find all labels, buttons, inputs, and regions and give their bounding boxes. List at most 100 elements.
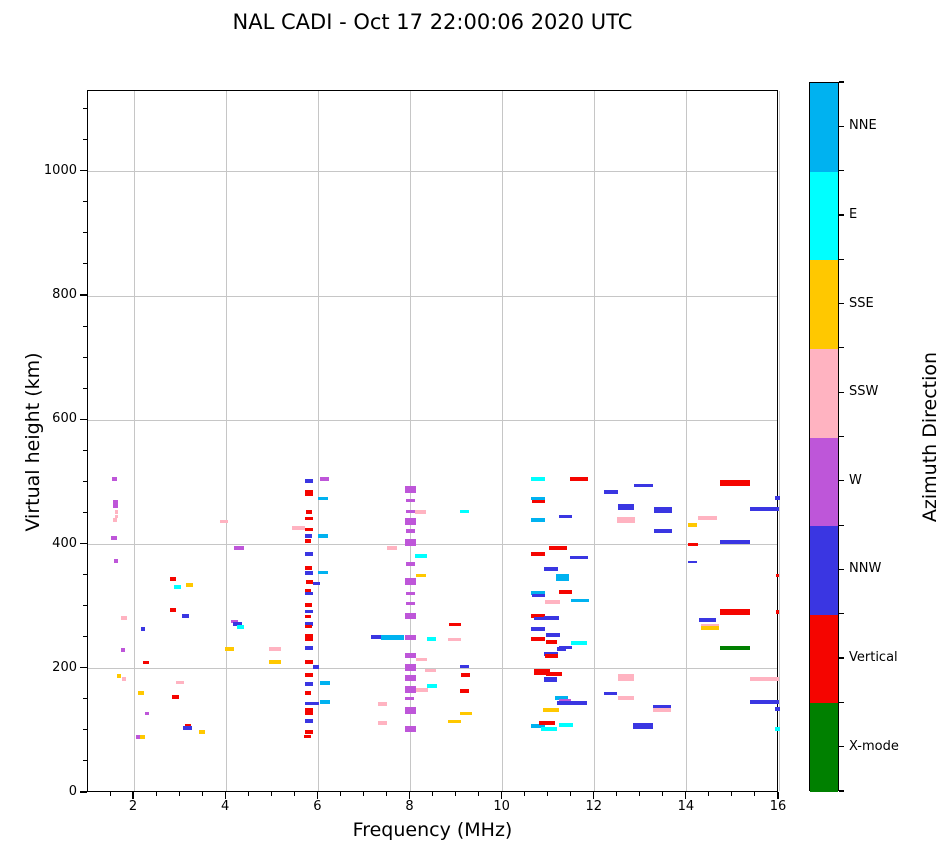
colorbar-tick (839, 657, 844, 659)
colorbar-boundary-tick (839, 81, 844, 83)
echo-point (319, 476, 329, 481)
colorbar-tick (839, 480, 844, 482)
y-tick (80, 170, 87, 172)
echo-point (182, 614, 190, 618)
x-minor-tick (731, 792, 733, 796)
colorbar-segment-ssw (810, 348, 838, 438)
echo-point (405, 706, 416, 714)
echo-point (318, 533, 328, 538)
echo-point (544, 599, 560, 604)
echo-point (545, 640, 558, 644)
echo-point (306, 510, 313, 515)
y-tick (80, 294, 87, 296)
echo-point (304, 533, 312, 538)
echo-point (698, 515, 717, 520)
echo-point (305, 691, 312, 695)
echo-point (183, 725, 192, 730)
echo-point (652, 707, 672, 712)
y-axis-label: Virtual height (km) (22, 352, 44, 532)
echo-point (305, 614, 312, 619)
echo-point (604, 692, 617, 695)
echo-point (415, 688, 429, 692)
echo-point (120, 648, 126, 652)
y-tick (80, 542, 87, 545)
y-minor-tick (83, 263, 87, 265)
echo-point (219, 519, 229, 524)
echo-point (533, 616, 548, 621)
echo-point (386, 546, 398, 551)
echo-point (303, 734, 311, 739)
echo-point (305, 591, 314, 596)
colorbar-segment-nne (810, 83, 838, 172)
x-tick-label: 4 (221, 799, 230, 814)
echo-point (633, 483, 654, 488)
echo-point (116, 674, 122, 679)
echo-point (775, 573, 780, 578)
echo-point (405, 539, 416, 547)
y-tick-label: 800 (52, 287, 77, 302)
echo-point (291, 526, 306, 531)
echo-point (531, 477, 545, 482)
echo-point (531, 496, 545, 501)
echo-point (232, 622, 242, 626)
echo-point (305, 609, 314, 614)
echo-point (405, 509, 416, 514)
y-minor-tick (83, 760, 87, 762)
y-tick-label: 1000 (43, 162, 77, 178)
echo-point (305, 708, 314, 716)
echo-point (378, 720, 388, 725)
x-axis-label: Frequency (MHz) (352, 819, 513, 841)
echo-point (371, 635, 381, 639)
echo-point (320, 681, 331, 685)
echo-point (170, 607, 176, 612)
y-tick (80, 791, 87, 793)
colorbar-boundary-tick (839, 347, 844, 349)
x-minor-tick (247, 792, 249, 796)
echo-point (533, 668, 550, 675)
echo-point (653, 507, 673, 514)
x-minor-tick (570, 792, 572, 796)
x-tick (501, 792, 503, 799)
x-minor-tick (339, 792, 341, 796)
echo-point (121, 615, 127, 620)
echo-point (114, 514, 119, 519)
echo-point (405, 601, 416, 606)
echo-point (448, 637, 461, 642)
colorbar-tick (839, 302, 844, 305)
echo-point (305, 571, 314, 575)
x-minor-tick (293, 792, 295, 796)
echo-point (556, 574, 569, 581)
echo-point (405, 675, 416, 681)
x-tick (685, 792, 687, 799)
echo-point (135, 735, 141, 739)
echo-point (320, 699, 331, 704)
echo-point (687, 560, 697, 564)
y-minor-tick (83, 325, 87, 327)
x-tick-label: 10 (493, 799, 510, 814)
echo-point (305, 646, 314, 651)
echo-point (405, 591, 416, 596)
colorbar-label-nne: NNE (849, 118, 877, 134)
y-minor-tick (83, 574, 87, 576)
echo-point (304, 566, 312, 570)
y-tick (80, 418, 87, 420)
x-minor-tick (547, 792, 549, 796)
y-tick (80, 667, 87, 669)
echo-point (531, 614, 545, 618)
echo-point (305, 527, 314, 532)
echo-point (305, 681, 314, 686)
x-tick (132, 792, 134, 799)
echo-point (405, 612, 416, 620)
echo-point (531, 637, 545, 641)
echo-point (653, 528, 673, 533)
echo-point (617, 696, 635, 700)
x-minor-tick (524, 792, 526, 796)
echo-point (548, 546, 568, 551)
plot-area (87, 90, 780, 792)
echo-point (269, 647, 281, 651)
echo-point (405, 578, 416, 586)
echo-point (405, 696, 414, 701)
y-tick-label: 600 (52, 411, 77, 427)
x-gridline (409, 91, 411, 791)
x-tick (224, 792, 226, 799)
